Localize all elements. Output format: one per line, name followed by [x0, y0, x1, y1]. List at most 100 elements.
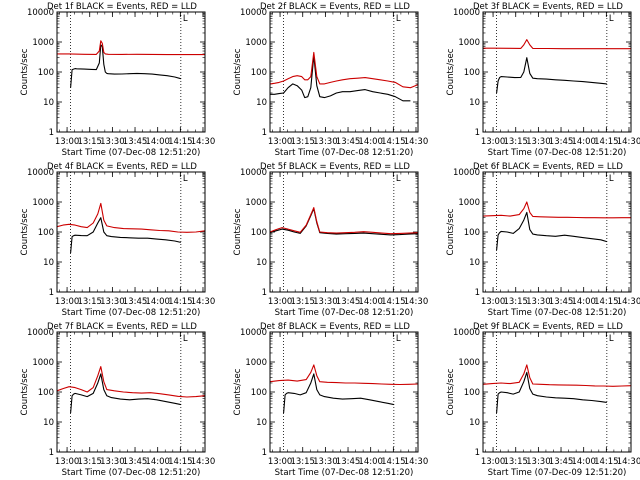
x-axis-label: Start Time (07-Dec-09 12:51:20)	[488, 468, 627, 478]
y-tick-label: 1	[475, 128, 480, 138]
marker-letter: L	[183, 334, 188, 344]
x-axis-label: Start Time (07-Dec-08 12:51:20)	[488, 308, 627, 318]
y-tick-label: 100	[251, 228, 267, 238]
panel-title: Det 6f BLACK = Events, RED = LLD	[473, 162, 623, 172]
plot-frame	[56, 331, 206, 453]
x-tick-label: 14:15	[381, 137, 406, 147]
y-axis-label: Counts/sec	[233, 368, 243, 415]
x-tick-label: 13:30	[100, 297, 125, 307]
x-tick-label: 13:45	[123, 297, 148, 307]
x-tick-label: 13:15	[290, 137, 315, 147]
plot-frame	[269, 331, 419, 453]
series-line-events	[283, 373, 394, 414]
x-axis-label: Start Time (07-Dec-08 12:51:20)	[488, 148, 627, 158]
x-tick-label: 13:15	[503, 137, 528, 147]
y-tick-label: 1000	[458, 198, 480, 208]
y-tick-label: 10	[469, 98, 480, 108]
x-tick-label: 14:15	[168, 457, 193, 467]
detector-panel-3: Det 3f BLACK = Events, RED = LLD 1 10 100 10…	[446, 2, 640, 158]
panel-title: Det 9f BLACK = Events, RED = LLD	[473, 322, 623, 332]
detector-panel-7: Det 7f BLACK = Events, RED = LLD 1 10 100 10…	[20, 322, 215, 478]
x-tick-label: 13:15	[503, 457, 528, 467]
y-tick-label: 1000	[245, 358, 267, 368]
x-tick-label: 14:30	[617, 137, 640, 147]
x-tick-label: 13:15	[77, 137, 102, 147]
x-tick-label: 14:30	[191, 297, 216, 307]
y-tick-label: 10	[256, 98, 267, 108]
detector-panel-5: Det 5f BLACK = Events, RED = LLD 1 10 100 10…	[233, 162, 428, 318]
y-tick-label: 10000	[27, 8, 54, 18]
x-tick-label: 13:00	[481, 457, 506, 467]
y-tick-label: 100	[251, 388, 267, 398]
x-tick-label: 14:30	[404, 137, 429, 147]
y-tick-label: 1	[475, 448, 480, 458]
x-tick-label: 14:00	[571, 137, 596, 147]
x-axis-label: Start Time (07-Dec-08 12:51:20)	[275, 148, 414, 158]
series-line-lld	[56, 202, 206, 233]
marker-letter: L	[396, 334, 401, 344]
y-tick-label: 10	[43, 258, 54, 268]
plot-frame	[482, 171, 632, 293]
panel-title: Det 8f BLACK = Events, RED = LLD	[260, 322, 410, 332]
x-tick-label: 13:45	[549, 457, 574, 467]
plot-frame	[482, 331, 632, 453]
plot-frame	[56, 171, 206, 293]
y-tick-label: 1000	[32, 358, 54, 368]
x-tick-label: 14:30	[191, 137, 216, 147]
x-tick-label: 13:00	[481, 137, 506, 147]
x-tick-label: 14:00	[571, 457, 596, 467]
y-tick-label: 10	[43, 98, 54, 108]
x-tick-label: 14:30	[617, 457, 640, 467]
x-tick-label: 13:00	[55, 137, 80, 147]
x-axis-label: Start Time (07-Dec-08 12:51:20)	[62, 308, 201, 318]
y-tick-label: 1	[49, 288, 54, 298]
series-line-events	[496, 371, 607, 414]
x-axis-label: Start Time (07-Dec-08 12:51:20)	[275, 468, 414, 478]
panel-title: Det 7f BLACK = Events, RED = LLD	[47, 322, 197, 332]
plot-frame	[482, 11, 632, 133]
x-tick-label: 13:30	[313, 457, 338, 467]
x-tick-label: 13:45	[549, 137, 574, 147]
x-tick-label: 13:00	[481, 297, 506, 307]
x-tick-label: 14:00	[571, 297, 596, 307]
x-tick-label: 13:45	[336, 457, 361, 467]
detector-panel-4: Det 4f BLACK = Events, RED = LLD 1 10 100 10…	[20, 162, 215, 318]
y-tick-label: 1000	[458, 358, 480, 368]
y-tick-label: 100	[38, 388, 54, 398]
y-tick-label: 1	[262, 128, 267, 138]
x-tick-label: 13:45	[549, 297, 574, 307]
detector-panel-2: Det 2f BLACK = Events, RED = LLD 1 10 100 10…	[233, 2, 428, 158]
x-tick-label: 13:45	[336, 137, 361, 147]
y-tick-label: 1	[49, 128, 54, 138]
x-axis-label: Start Time (07-Dec-08 12:51:20)	[275, 308, 414, 318]
series-line-lld	[56, 366, 206, 398]
x-tick-label: 13:15	[290, 457, 315, 467]
x-tick-label: 13:30	[526, 297, 551, 307]
x-tick-label: 13:45	[123, 137, 148, 147]
y-axis-label: Counts/sec	[446, 368, 456, 415]
y-tick-label: 1000	[32, 38, 54, 48]
x-tick-label: 13:15	[77, 457, 102, 467]
y-tick-label: 1	[262, 448, 267, 458]
marker-letter: L	[183, 14, 188, 24]
series-line-lld	[482, 364, 632, 387]
plot-frame	[56, 11, 206, 133]
series-line-events	[70, 44, 181, 88]
y-tick-label: 100	[251, 68, 267, 78]
panel-title: Det 5f BLACK = Events, RED = LLD	[260, 162, 410, 172]
x-tick-label: 13:30	[313, 137, 338, 147]
detector-panel-1: Det 1f BLACK = Events, RED = LLD 1 10 100 10…	[20, 2, 215, 158]
x-tick-label: 14:00	[358, 457, 383, 467]
x-tick-label: 14:00	[358, 137, 383, 147]
x-tick-label: 14:30	[404, 297, 429, 307]
y-tick-label: 1000	[245, 198, 267, 208]
x-tick-label: 13:45	[336, 297, 361, 307]
y-tick-label: 10	[469, 258, 480, 268]
y-tick-label: 100	[464, 228, 480, 238]
marker-letter: L	[396, 14, 401, 24]
y-axis-label: Counts/sec	[20, 48, 30, 95]
y-tick-label: 10	[469, 418, 480, 428]
y-axis-label: Counts/sec	[446, 208, 456, 255]
y-tick-label: 10000	[27, 328, 54, 338]
